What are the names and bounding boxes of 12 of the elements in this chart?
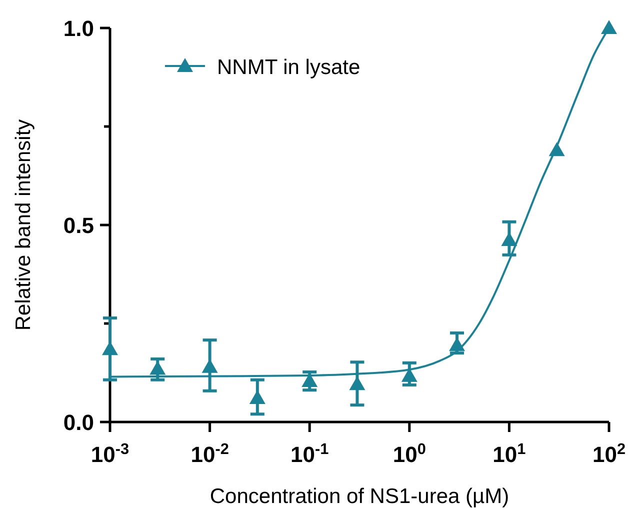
legend-label: NNMT in lysate <box>217 56 360 79</box>
y-tick-label: 1.0 <box>63 16 94 41</box>
y-tick-label: 0.0 <box>63 410 94 435</box>
x-tick-label: 10$^{-3}$ <box>90 440 130 467</box>
x-tick-label: 10$^{-2}$ <box>190 440 229 467</box>
x-tick-label: 10$^{2}$ <box>592 440 626 467</box>
y-tick-label: 0.5 <box>63 213 94 238</box>
x-tick-label: 10$^{-1}$ <box>290 440 330 467</box>
x-tick-label: 10$^{0}$ <box>392 440 426 467</box>
x-axis-title: Concentration of NS1-urea (µM) <box>210 485 510 508</box>
y-axis-title: Relative band intensity <box>12 118 35 331</box>
x-tick-label: 10$^{1}$ <box>492 440 526 467</box>
